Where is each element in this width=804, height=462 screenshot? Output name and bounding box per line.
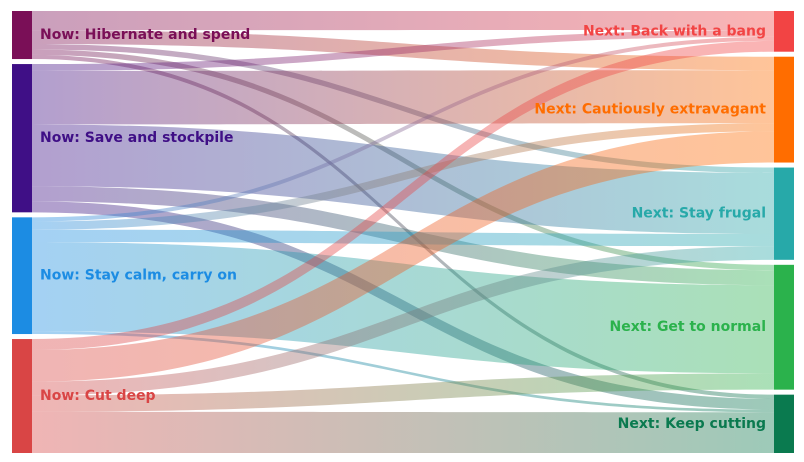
source-node-cut[interactable]: [12, 339, 32, 453]
flow-cut-to-cautious[interactable]: [32, 131, 774, 382]
node-labels: Now: Hibernate and spend Now: Save and st…: [40, 23, 766, 431]
source-label-cut: Now: Cut deep: [40, 388, 156, 404]
source-label-save: Now: Save and stockpile: [40, 130, 233, 146]
target-node-normal[interactable]: [774, 264, 794, 390]
flow-links: [32, 11, 774, 453]
target-node-cautious[interactable]: [774, 56, 794, 163]
flow-calm-to-cautious[interactable]: [32, 123, 774, 230]
flow-hibernate-to-bang[interactable]: [32, 11, 774, 31]
target-label-bang: Next: Back with a bang: [583, 23, 766, 39]
source-label-hibernate: Now: Hibernate and spend: [40, 27, 250, 43]
target-node-bang[interactable]: [774, 11, 794, 52]
flow-calm-to-frugal[interactable]: [32, 229, 774, 247]
source-node-save[interactable]: [12, 64, 32, 213]
flow-calm-to-bang[interactable]: [32, 36, 774, 222]
source-node-calm[interactable]: [12, 217, 32, 335]
flow-cut-to-normal[interactable]: [32, 373, 774, 412]
flow-save-to-cautious[interactable]: [32, 70, 774, 125]
flow-calm-to-keep[interactable]: [32, 331, 774, 413]
flow-hibernate-to-keep[interactable]: [32, 54, 774, 399]
source-node-hibernate[interactable]: [12, 11, 32, 60]
flow-calm-to-normal[interactable]: [32, 242, 774, 374]
nodes: [12, 11, 794, 453]
target-label-normal: Next: Get to normal: [610, 319, 766, 335]
target-node-keep[interactable]: [774, 394, 794, 453]
target-label-frugal: Next: Stay frugal: [632, 206, 766, 222]
target-label-cautious: Next: Cautiously extravagant: [534, 102, 766, 118]
flow-cut-to-keep[interactable]: [32, 411, 774, 453]
target-node-frugal[interactable]: [774, 167, 794, 260]
flow-cut-to-bang[interactable]: [32, 40, 774, 351]
flow-save-to-bang[interactable]: [32, 29, 774, 71]
flow-cut-to-frugal[interactable]: [32, 246, 774, 396]
source-label-calm: Now: Stay calm, carry on: [40, 268, 237, 284]
target-label-keep: Next: Keep cutting: [618, 416, 766, 432]
